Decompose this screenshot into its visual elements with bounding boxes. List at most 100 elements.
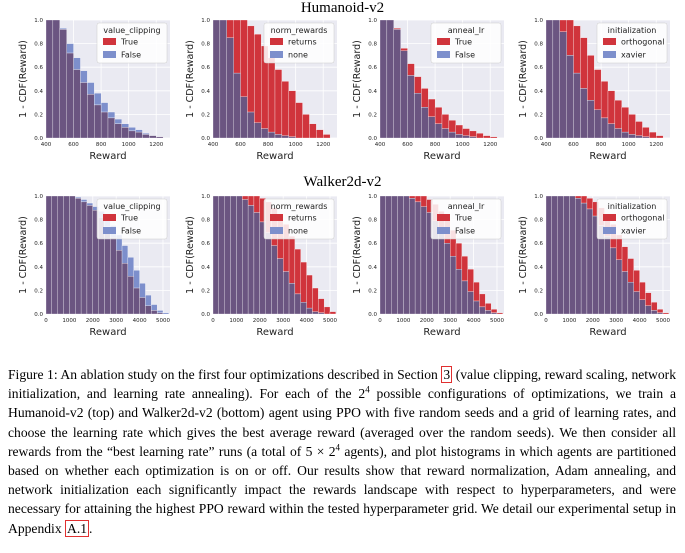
bar-overlap — [265, 232, 272, 315]
bar-on — [323, 306, 331, 315]
bar-off — [127, 257, 134, 277]
bar-on — [288, 90, 296, 137]
chart-panel-3: 0.0 0.2 0.4 0.6 0.8 1.0 400 600 800 1000 1200 Rewar… — [352, 18, 504, 162]
legend-label-on: orthogonal — [621, 38, 664, 47]
legend-title: value_clipping — [103, 26, 160, 35]
bar-on — [580, 195, 588, 204]
x-tick-label: 2000 — [253, 318, 267, 324]
y-tick-label: 0.0 — [368, 136, 377, 142]
legend-label-on: returns — [288, 38, 317, 47]
bar-on — [573, 25, 581, 74]
x-tick-label: 800 — [430, 142, 441, 148]
bar-on — [575, 195, 582, 199]
x-tick-label: 5000 — [490, 318, 504, 324]
bar-overlap — [444, 243, 451, 315]
bar-overlap — [586, 208, 593, 315]
bar-on — [483, 135, 491, 139]
legend-swatch-off — [270, 227, 283, 234]
bar-overlap — [271, 245, 278, 315]
legend-label-off: none — [288, 51, 308, 60]
bar-overlap — [69, 195, 76, 315]
bar-on — [233, 19, 241, 74]
bar-overlap — [628, 134, 636, 139]
bar-on — [455, 124, 463, 135]
y-tick-label: 0.8 — [534, 218, 543, 224]
bar-overlap — [128, 130, 136, 139]
bar-on — [414, 76, 422, 94]
bar-overlap — [127, 276, 134, 315]
legend-swatch-on — [103, 38, 116, 45]
appendix-ref-link[interactable]: A.1 — [65, 519, 90, 537]
bar-overlap — [635, 135, 643, 139]
bar-overlap — [219, 19, 227, 139]
bar-overlap — [135, 131, 143, 139]
bar-overlap — [600, 117, 609, 139]
x-axis-label: Reward — [423, 327, 460, 338]
chart-panel-4: 0.0 0.2 0.4 0.6 0.8 1.0 400 600 800 1000 1200 Rewar… — [518, 18, 670, 162]
count-power: 4 — [335, 442, 341, 453]
bar-on — [633, 270, 640, 292]
bar-overlap — [288, 136, 296, 139]
bar-on — [621, 246, 629, 272]
x-tick-label: 5000 — [156, 318, 170, 324]
section-ref-link[interactable]: 3 — [441, 366, 453, 383]
bar-off — [94, 93, 102, 106]
bar-overlap — [63, 195, 70, 315]
caption-label: Figure 1: — [8, 367, 58, 382]
legend-label-on: orthogonal — [621, 214, 664, 223]
y-tick-label: 0.6 — [534, 65, 543, 71]
bar-on — [496, 312, 503, 315]
x-tick-label: 1000 — [229, 318, 243, 324]
y-tick-label: 1.0 — [34, 194, 43, 200]
bar-on — [318, 298, 325, 313]
bar-overlap — [218, 195, 225, 315]
bar-off — [128, 127, 136, 132]
bar-overlap — [563, 195, 570, 315]
y-tick-label: 0.6 — [534, 241, 543, 247]
x-axis-label: Reward — [89, 327, 126, 338]
bar-on — [594, 69, 602, 110]
x-tick-label: 5000 — [656, 318, 670, 324]
bar-on — [462, 128, 470, 136]
bar-overlap — [145, 305, 152, 315]
bar-overlap — [566, 55, 574, 139]
bar-overlap — [45, 195, 52, 315]
bar-overlap — [559, 31, 567, 139]
legend-label-off: False — [455, 227, 475, 236]
figure-caption: Figure 1: An ablation study on the first… — [8, 365, 676, 538]
x-tick-label: 600 — [402, 142, 413, 148]
bar-off — [73, 57, 81, 70]
y-tick-label: 0.0 — [34, 312, 43, 318]
y-tick-label: 0.2 — [368, 288, 377, 294]
x-axis-label: Reward — [423, 151, 460, 162]
bar-overlap — [557, 195, 564, 315]
y-tick-label: 0.2 — [34, 112, 43, 118]
bar-on — [247, 25, 255, 113]
bar-overlap — [587, 100, 595, 139]
bar-on — [461, 256, 468, 282]
bar-overlap — [580, 202, 588, 315]
bar-overlap — [242, 199, 249, 315]
bar-off — [80, 199, 88, 203]
bar-overlap — [614, 128, 622, 139]
legend-swatch-on — [103, 214, 116, 221]
bar-off — [142, 133, 150, 135]
x-tick-label: 400 — [541, 142, 552, 148]
caption-exp: 24 — [358, 385, 369, 401]
y-tick-label: 0.8 — [34, 42, 43, 48]
bar-overlap — [573, 72, 581, 139]
bar-overlap — [545, 19, 554, 139]
legend-swatch-off — [603, 227, 616, 234]
caption-text-1: An ablation study on the first four opti… — [60, 367, 438, 382]
caption-text-3: possible configurations of optimizations… — [8, 386, 676, 459]
bar-on — [247, 195, 255, 206]
bar-overlap — [306, 307, 313, 315]
legend-label-off: xavier — [621, 51, 647, 60]
bar-on — [253, 195, 260, 213]
bar-on — [479, 293, 486, 308]
legend-label-on: True — [120, 214, 138, 223]
bar-off — [87, 82, 95, 95]
bar-overlap — [393, 29, 401, 139]
x-tick-label: 0 — [544, 318, 548, 324]
caption-text-end: . — [89, 520, 93, 536]
